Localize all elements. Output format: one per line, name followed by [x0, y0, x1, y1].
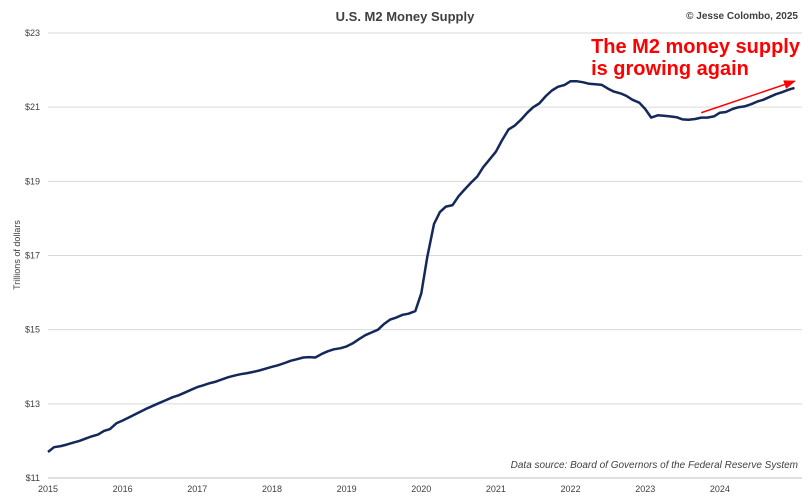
x-tick-label: 2023 [635, 484, 655, 494]
x-tick-label: 2017 [187, 484, 207, 494]
source-note: Data source: Board of Governors of the F… [510, 460, 798, 471]
x-tick-label: 2021 [486, 484, 506, 494]
y-tick-label: $17 [25, 251, 40, 261]
y-tick-label: $23 [25, 28, 40, 38]
y-tick-label: $15 [25, 325, 40, 335]
annotation-arrow-group [700, 80, 796, 114]
series-line-m2 [47, 79, 795, 453]
annotation-line-1: The M2 money supply [591, 36, 800, 58]
chart-title: U.S. M2 Money Supply [335, 9, 475, 24]
credit-text: © Jesse Colombo, 2025 [686, 11, 798, 22]
gridlines [48, 32, 802, 479]
x-tick-label: 2015 [38, 484, 58, 494]
x-tick-label: 2020 [411, 484, 431, 494]
x-tick-labels: 2015 2016 2017 2018 2019 2020 2021 2022 2023 2024 [38, 484, 730, 494]
y-tick-labels: $11 $13 $15 $17 $19 $21 $23 [25, 28, 40, 483]
annotation-arrow [700, 80, 796, 114]
x-tick-label: 2019 [337, 484, 357, 494]
annotation-line-2: is growing again [591, 58, 749, 80]
x-tick-label: 2016 [113, 484, 133, 494]
y-tick-label: $19 [25, 176, 40, 186]
y-tick-label: $11 [26, 473, 40, 483]
annotation-text: The M2 money supply is growing again [591, 36, 800, 80]
x-tick-label: 2018 [262, 484, 282, 494]
y-tick-label: $21 [25, 102, 40, 112]
series-lines [47, 79, 795, 453]
y-axis-label: Trillions of dollars [12, 220, 22, 290]
x-tick-label: 2022 [561, 484, 581, 494]
y-tick-label: $13 [25, 399, 40, 409]
x-tick-label: 2024 [710, 484, 730, 494]
